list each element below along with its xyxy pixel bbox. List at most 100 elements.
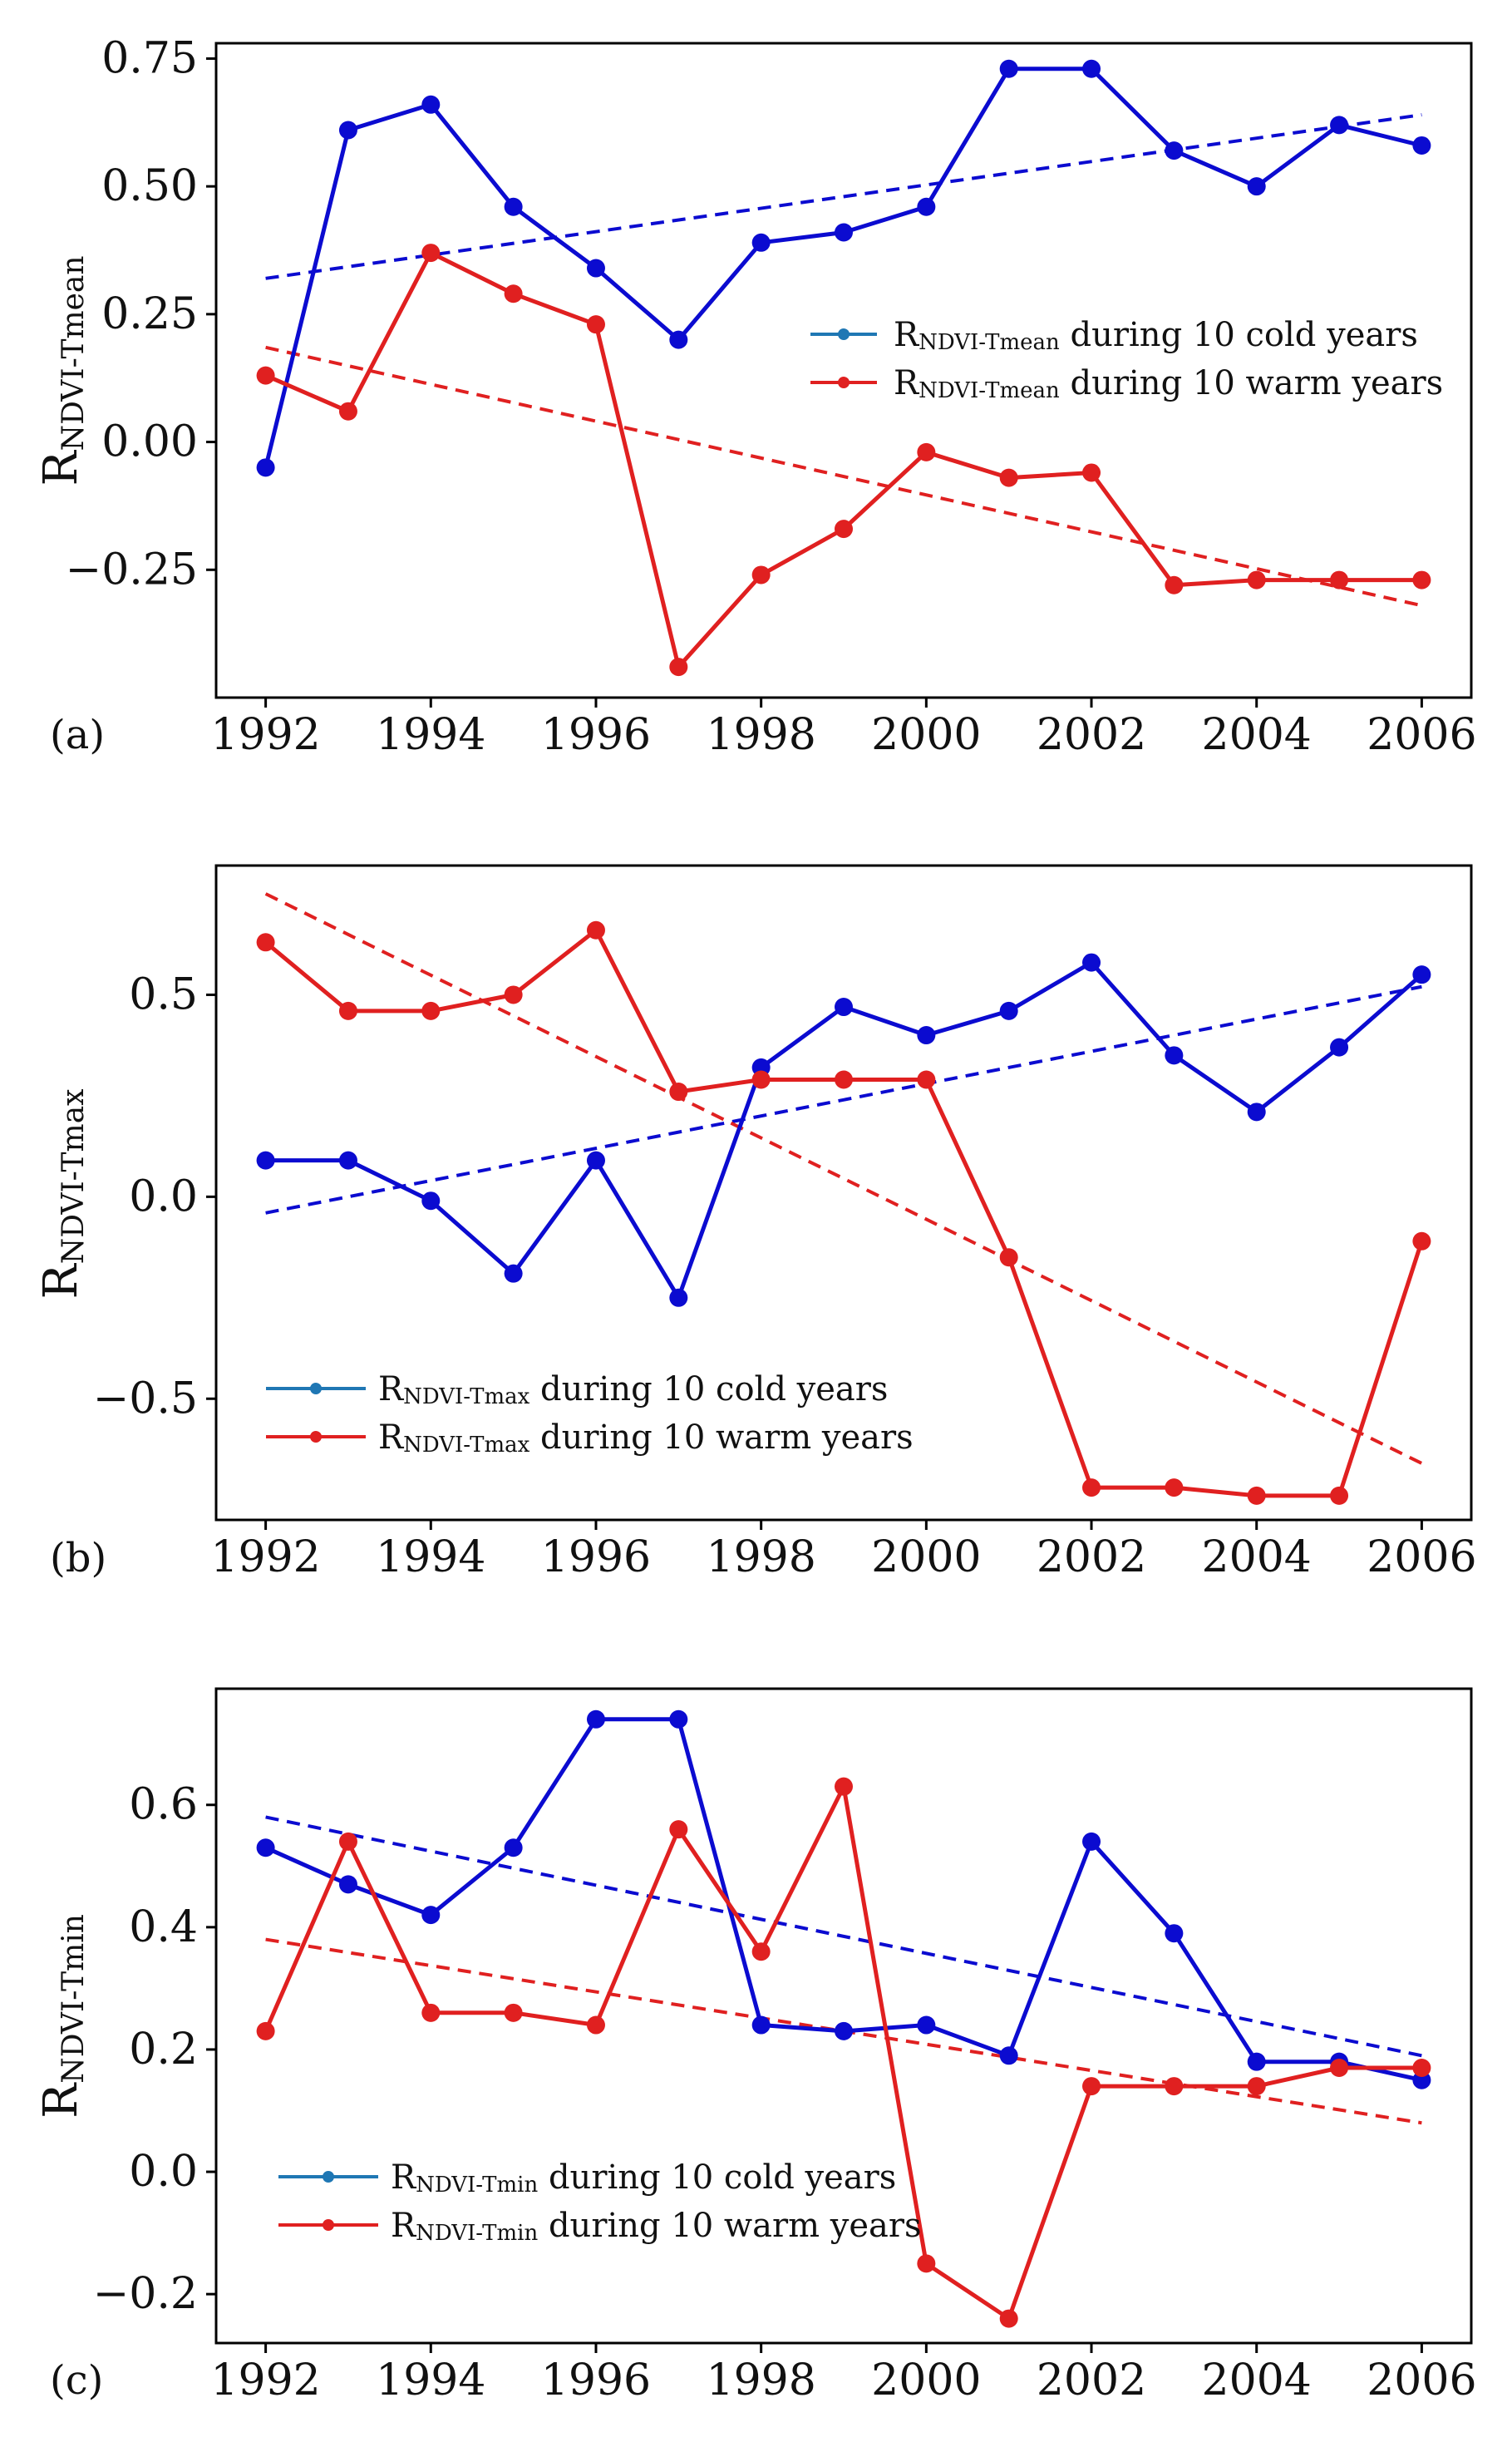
legend-marker-cold	[838, 328, 850, 340]
x-tick-label: 1994	[376, 710, 485, 760]
point-warm-2000	[917, 2254, 936, 2273]
legend: RNDVI-Tmax during 10 cold years RNDVI-Tm…	[266, 1370, 914, 1458]
point-warm-1994	[421, 244, 441, 263]
point-warm-1999	[835, 1070, 853, 1089]
point-warm-1997	[669, 658, 688, 677]
x-tick-label: 2006	[1367, 710, 1476, 760]
point-cold-1995	[504, 1838, 523, 1857]
legend-entry-warm: RNDVI-Tmin during 10 warm years	[278, 2207, 922, 2246]
point-warm-2002	[1082, 2077, 1101, 2096]
series-lines	[256, 1709, 1431, 2328]
point-warm-2004	[1247, 570, 1266, 590]
point-cold-1994	[421, 1906, 441, 1925]
x-tick-group: 1992 1994 1996 1998 2000 2002 2004 2006	[210, 1520, 1477, 1582]
point-cold-1996	[586, 259, 605, 278]
x-tick-label: 2000	[871, 2356, 981, 2405]
legend-label-warm: RNDVI-Tmean during 10 warm years	[894, 364, 1443, 403]
point-warm-1995	[504, 2003, 523, 2022]
point-cold-2002	[1082, 953, 1101, 972]
legend-entry-warm: RNDVI-Tmax during 10 warm years	[266, 1418, 914, 1458]
point-warm-1999	[835, 520, 853, 539]
legend-entry-cold: RNDVI-Tmax during 10 cold years	[266, 1370, 888, 1409]
point-cold-1992	[256, 458, 275, 477]
point-warm-2000	[917, 442, 936, 461]
point-warm-1999	[835, 1777, 853, 1796]
point-warm-2001	[999, 2309, 1018, 2328]
point-warm-2003	[1165, 575, 1184, 594]
point-cold-1995	[504, 1264, 523, 1283]
panel-label: (b)	[50, 1535, 106, 1581]
point-warm-1994	[421, 2003, 441, 2022]
legend-label-warm: RNDVI-Tmax during 10 warm years	[378, 1418, 914, 1458]
legend-entry-cold: RNDVI-Tmean during 10 cold years	[810, 316, 1418, 355]
y-tick-label: −0.5	[93, 1374, 198, 1423]
point-cold-1999	[835, 2021, 853, 2040]
point-cold-1996	[586, 1151, 605, 1170]
x-tick-label: 2004	[1202, 2356, 1312, 2405]
point-warm-2003	[1165, 1478, 1184, 1497]
point-warm-1993	[338, 1832, 357, 1851]
legend-label-warm: RNDVI-Tmin during 10 warm years	[391, 2207, 922, 2246]
legend: RNDVI-Tmean during 10 cold years RNDVI-T…	[810, 316, 1443, 403]
series-lines	[256, 920, 1431, 1505]
panel-c: 0.6 0.4 0.2 0.0 −0.2 1992 1994 1996 1998 2000 200…	[34, 1687, 1477, 2405]
point-warm-2006	[1412, 2059, 1431, 2078]
y-tick-label: 0.75	[101, 33, 198, 83]
x-tick-label: 2006	[1367, 1532, 1476, 1582]
point-cold-1993	[338, 1875, 357, 1894]
point-cold-2001	[999, 2046, 1018, 2065]
legend-entry-cold: RNDVI-Tmin during 10 cold years	[278, 2158, 896, 2198]
plot-frame	[214, 1687, 1473, 2345]
point-warm-2001	[999, 468, 1018, 487]
x-tick-label: 2004	[1202, 710, 1312, 760]
panel-b: 0.5 0.0 −0.5 1992 1994 1996 1998 2000 2002 2004 2…	[34, 864, 1477, 1582]
point-warm-2004	[1247, 1486, 1266, 1505]
x-tick-label: 1992	[210, 2356, 320, 2405]
legend-marker-cold	[310, 1383, 322, 1394]
y-tick-label: 0.0	[129, 2147, 198, 2197]
trend-line-warm	[265, 345, 1422, 608]
y-axis-title: RNDVI-Tmean	[34, 255, 91, 486]
x-tick-label: 1996	[541, 710, 651, 760]
legend-entry-warm: RNDVI-Tmean during 10 warm years	[810, 364, 1443, 403]
point-warm-1994	[421, 1001, 441, 1020]
point-warm-1996	[586, 315, 605, 334]
y-tick-group: 0.75 0.50 0.25 0.00 −0.25	[66, 33, 216, 594]
point-warm-2002	[1082, 1478, 1101, 1497]
x-tick-label: 1994	[376, 2356, 485, 2405]
point-cold-1996	[586, 1709, 605, 1729]
x-tick-label: 1998	[706, 710, 815, 760]
point-cold-1994	[421, 1191, 441, 1211]
point-warm-1997	[669, 1083, 688, 1102]
plot-frame	[214, 864, 1473, 1522]
point-cold-2003	[1165, 141, 1184, 160]
point-warm-1998	[751, 565, 771, 585]
x-tick-label: 1998	[706, 2356, 815, 2405]
y-tick-label: 0.5	[129, 969, 198, 1019]
y-tick-label: 0.00	[101, 417, 198, 467]
x-tick-label: 2004	[1202, 1532, 1312, 1582]
point-warm-1998	[751, 1070, 771, 1089]
point-cold-1998	[751, 233, 771, 252]
legend-marker-warm	[323, 2219, 334, 2231]
x-tick-label: 1996	[541, 1532, 651, 1582]
legend-label-cold: RNDVI-Tmin during 10 cold years	[391, 2158, 896, 2198]
point-warm-1996	[586, 920, 605, 940]
point-cold-2000	[917, 197, 936, 216]
trend-line-cold	[265, 113, 1422, 280]
x-tick-label: 1994	[376, 1532, 485, 1582]
point-cold-1993	[338, 121, 357, 140]
point-warm-1996	[586, 2015, 605, 2035]
panel-label: (c)	[50, 2357, 103, 2404]
y-tick-label: 0.6	[129, 1780, 198, 1830]
point-cold-1999	[835, 223, 853, 242]
point-cold-2003	[1165, 1924, 1184, 1943]
y-axis-title: RNDVI-Tmax	[34, 1089, 91, 1300]
y-tick-label: −0.2	[93, 2269, 198, 2319]
point-cold-2002	[1082, 59, 1101, 78]
point-cold-2001	[999, 59, 1018, 78]
point-cold-1997	[669, 330, 688, 349]
plot-frame	[214, 42, 1473, 699]
point-warm-1992	[256, 933, 275, 952]
point-warm-2006	[1412, 570, 1431, 590]
